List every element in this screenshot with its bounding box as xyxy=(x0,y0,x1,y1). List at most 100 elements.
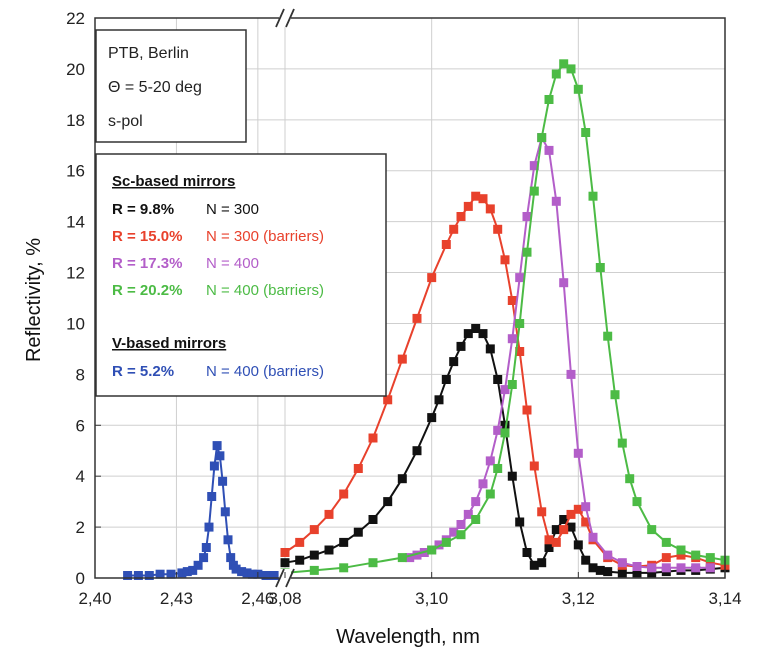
data-point xyxy=(544,535,554,545)
data-point xyxy=(507,471,517,481)
data-point xyxy=(617,558,627,568)
data-point xyxy=(559,59,569,69)
data-point xyxy=(705,553,715,563)
legend-frame xyxy=(95,153,387,397)
legend: Sc-based mirrors R = 9.8% N = 300 R = 15… xyxy=(95,153,387,397)
series-4 xyxy=(405,133,715,573)
y-tick-label: 12 xyxy=(66,264,85,283)
axis-break-mark xyxy=(285,8,295,28)
data-point xyxy=(412,313,422,323)
data-point xyxy=(456,341,466,351)
data-point xyxy=(588,191,598,201)
axis-break-mark xyxy=(275,568,285,588)
y-tick-label: 16 xyxy=(66,162,85,181)
data-point xyxy=(368,558,378,568)
y-axis-title: Reflectivity, % xyxy=(23,238,45,362)
data-point xyxy=(201,543,211,552)
data-point xyxy=(529,186,539,196)
data-point xyxy=(507,334,517,344)
legend-r-4: R = 20.2% xyxy=(112,282,182,299)
data-point xyxy=(324,509,334,519)
data-point xyxy=(177,568,187,578)
data-point xyxy=(595,263,605,272)
data-point xyxy=(581,517,591,527)
data-point xyxy=(566,522,576,532)
data-point xyxy=(603,550,613,560)
data-point xyxy=(632,497,642,507)
data-point xyxy=(581,502,591,512)
data-point xyxy=(383,497,393,507)
data-point xyxy=(397,354,407,364)
data-point xyxy=(144,571,154,580)
legend-heading-v: V-based mirrors xyxy=(112,335,226,352)
data-point xyxy=(595,565,605,575)
data-point xyxy=(566,64,576,74)
y-tick-label: 20 xyxy=(66,60,85,79)
y-tick-label: 10 xyxy=(66,314,85,333)
data-point xyxy=(551,69,561,79)
data-point xyxy=(427,413,437,423)
data-point xyxy=(441,375,451,384)
data-point xyxy=(485,456,495,466)
data-point xyxy=(515,319,525,328)
data-point xyxy=(529,560,539,570)
info-line-lab: PTB, Berlin xyxy=(108,45,189,62)
data-point xyxy=(485,204,495,214)
legend-r-1: R = 9.8% xyxy=(112,201,174,218)
data-point xyxy=(537,507,547,517)
y-tick-label: 4 xyxy=(76,467,85,486)
info-box: PTB, Berlin Θ = 5-20 deg s-pol xyxy=(95,29,247,143)
data-point xyxy=(661,537,671,547)
data-point xyxy=(441,537,451,547)
x-tick-label: 3,12 xyxy=(562,589,595,608)
data-point xyxy=(691,550,701,560)
legend-n-3: N = 400 xyxy=(206,255,259,272)
data-point xyxy=(456,212,466,221)
legend-n-5: N = 400 (barriers) xyxy=(206,363,324,380)
data-point xyxy=(199,553,209,563)
data-point xyxy=(471,497,481,507)
data-point xyxy=(463,201,473,211)
data-point xyxy=(507,296,517,305)
data-point xyxy=(573,540,583,550)
data-point xyxy=(207,492,217,501)
data-point xyxy=(551,537,561,547)
data-point xyxy=(537,133,547,143)
data-point xyxy=(133,571,143,580)
data-point xyxy=(339,563,349,573)
data-point xyxy=(478,329,488,339)
data-point xyxy=(209,461,219,471)
data-point xyxy=(261,571,271,580)
data-point xyxy=(405,553,415,563)
data-point xyxy=(123,571,133,580)
data-point xyxy=(353,464,363,473)
data-point xyxy=(188,565,198,575)
data-point xyxy=(231,564,241,574)
data-point xyxy=(309,565,319,575)
data-point xyxy=(647,525,657,535)
data-point xyxy=(515,517,525,527)
data-point xyxy=(434,395,444,405)
x-axis-title: Wavelength, nm xyxy=(336,626,480,648)
info-line-polarization: s-pol xyxy=(108,113,143,130)
data-point xyxy=(295,555,305,565)
data-point xyxy=(493,464,503,473)
series-1 xyxy=(123,441,279,580)
series-2 xyxy=(280,324,730,578)
data-point xyxy=(529,461,539,471)
data-point xyxy=(544,145,554,155)
data-point xyxy=(353,527,363,537)
data-point xyxy=(493,425,503,435)
data-point xyxy=(676,545,686,555)
data-point xyxy=(617,438,627,448)
data-point xyxy=(427,273,437,283)
data-point xyxy=(339,489,349,499)
data-point xyxy=(449,224,459,234)
data-point xyxy=(705,558,715,568)
data-point xyxy=(573,504,583,514)
y-tick-label: 8 xyxy=(76,365,85,384)
data-point xyxy=(522,405,532,415)
data-point xyxy=(661,553,671,563)
data-point xyxy=(471,191,481,201)
